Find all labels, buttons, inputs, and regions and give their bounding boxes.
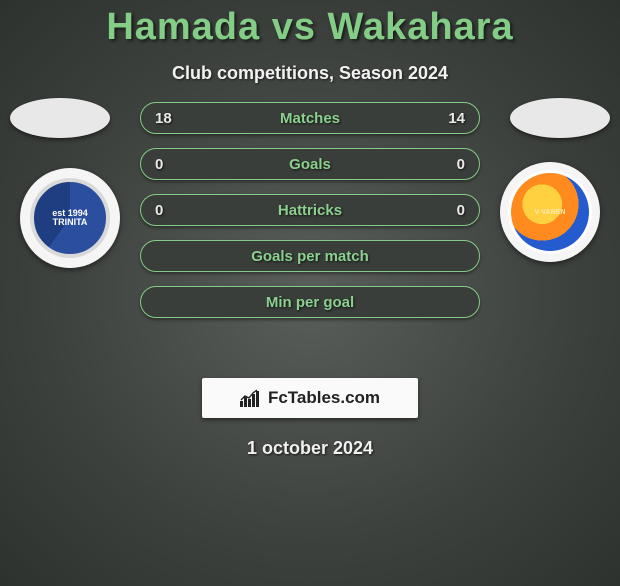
stat-label: Min per goal xyxy=(183,294,437,311)
subtitle: Club competitions, Season 2024 xyxy=(0,63,620,84)
player-avatar-right xyxy=(510,98,610,138)
stat-left-value: 18 xyxy=(155,110,183,127)
stat-row-goals-per-match: Goals per match xyxy=(140,240,480,272)
stat-right-value: 0 xyxy=(437,156,465,173)
club-crest-right-label: V·VAREN xyxy=(535,209,566,216)
stat-row-hattricks: 0 Hattricks 0 xyxy=(140,194,480,226)
stat-left-value: 0 xyxy=(155,202,183,219)
branding-text: FcTables.com xyxy=(268,388,380,408)
club-crest-left-label: est 1994 TRINITA xyxy=(52,209,88,227)
stat-rows: 18 Matches 14 0 Goals 0 0 Hattricks 0 Go… xyxy=(140,102,480,332)
page-title: Hamada vs Wakahara xyxy=(0,6,620,49)
club-crest-right-inner: V·VAREN xyxy=(508,170,592,254)
bar-chart-icon xyxy=(240,389,262,407)
club-crest-left-inner: est 1994 TRINITA xyxy=(30,178,110,258)
club-crest-left: est 1994 TRINITA xyxy=(20,168,120,268)
branding[interactable]: FcTables.com xyxy=(202,378,418,418)
comparison-area: est 1994 TRINITA V·VAREN 18 Matches 14 0… xyxy=(0,116,620,376)
stat-label: Hattricks xyxy=(183,202,437,219)
stat-left-value: 0 xyxy=(155,156,183,173)
date-label: 1 october 2024 xyxy=(0,438,620,459)
stat-right-value: 0 xyxy=(437,202,465,219)
stat-label: Goals per match xyxy=(183,248,437,265)
stat-row-goals: 0 Goals 0 xyxy=(140,148,480,180)
stat-right-value: 14 xyxy=(437,110,465,127)
club-crest-right: V·VAREN xyxy=(500,162,600,262)
stat-row-matches: 18 Matches 14 xyxy=(140,102,480,134)
player-avatar-left xyxy=(10,98,110,138)
stat-row-min-per-goal: Min per goal xyxy=(140,286,480,318)
stat-label: Goals xyxy=(183,156,437,173)
stat-label: Matches xyxy=(183,110,437,127)
